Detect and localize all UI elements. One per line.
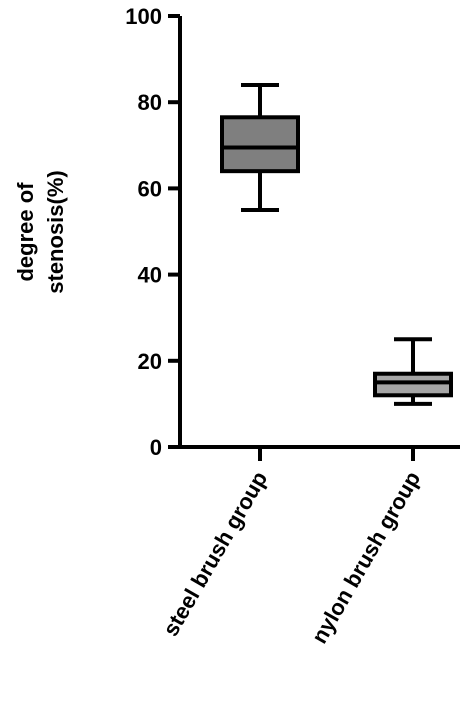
x-tick-label: nylon brush group	[307, 467, 426, 648]
y-tick-label: 80	[138, 90, 162, 115]
x-tick-label: steel brush group	[158, 467, 273, 640]
y-tick-label: 40	[138, 263, 162, 288]
box	[220, 115, 300, 174]
y-tick-label: 0	[150, 435, 162, 460]
y-tick-label: 60	[138, 176, 162, 201]
y-tick-label: 100	[125, 4, 162, 29]
y-axis-label: degree of	[13, 182, 38, 282]
box	[373, 371, 453, 398]
y-axis-label: stenosis(%)	[43, 170, 68, 293]
y-tick-label: 20	[138, 349, 162, 374]
